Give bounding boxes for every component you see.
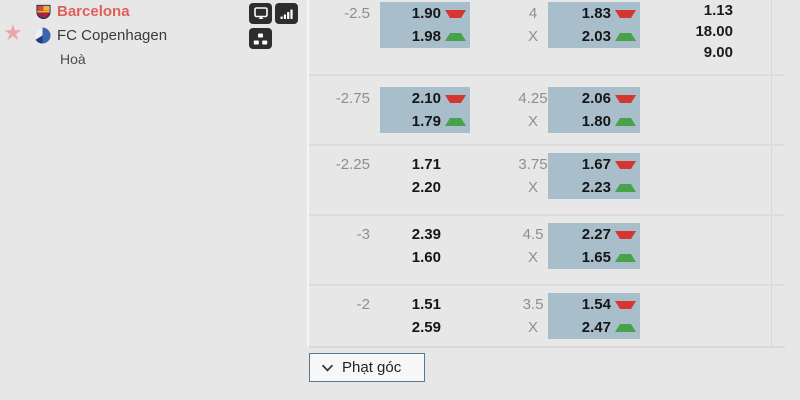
handicap-under-odds: 1.98: [411, 28, 441, 45]
handicap-odds-cell[interactable]: 1.51 2.59: [380, 293, 470, 339]
handicap-under-odds: 2.59: [411, 319, 441, 336]
row-separator: [309, 284, 785, 286]
match-panel: ★ Barcelona FC Copenhagen Hoà: [0, 0, 308, 400]
monitor-icon: [253, 7, 268, 19]
trend-arrow-icon: [615, 323, 636, 332]
total-line-column: 4.5 X: [505, 223, 561, 269]
total-over-odds: 2.27: [581, 226, 611, 243]
trend-arrow-icon: [445, 117, 466, 126]
corner-kicks-button[interactable]: Phạt góc: [309, 353, 425, 382]
total-over-odds: 1.54: [581, 296, 611, 313]
x-label: X: [527, 249, 538, 266]
handicap-line-label: -2: [356, 296, 370, 313]
handicap-odds-cell[interactable]: 2.10 1.79: [380, 87, 470, 133]
total-line-label: 4.25: [518, 90, 548, 107]
total-line-label: 4: [528, 5, 538, 22]
row-separator: [309, 144, 785, 146]
sitemap-icon: [253, 33, 268, 44]
odds-row: -2 1.51 2.59 3.5 X 1.54 2.47: [309, 285, 785, 346]
total-line-column: 4 X: [505, 2, 561, 48]
signal-bars-icon: [280, 9, 293, 19]
total-odds-cell[interactable]: 1.67 2.23: [548, 153, 640, 199]
handicap-over-odds: 1.71: [411, 156, 441, 173]
x-label: X: [527, 179, 538, 196]
draw-label: Hoà: [60, 51, 86, 67]
odds-row: -3 2.39 1.60 4.5 X 2.27 1.65: [309, 215, 785, 284]
total-over-odds: 1.67: [581, 156, 611, 173]
trend-arrow-icon: [615, 9, 636, 18]
handicap-under-odds: 2.20: [411, 179, 441, 196]
total-over-odds: 1.83: [581, 5, 611, 22]
trend-arrow-icon: [445, 94, 466, 103]
trend-arrow-icon: [445, 32, 466, 41]
total-under-odds: 2.23: [581, 179, 611, 196]
handicap-odds-cell[interactable]: 1.90 1.98: [380, 2, 470, 48]
total-under-odds: 1.80: [581, 113, 611, 130]
panel-divider: [307, 0, 309, 347]
trend-arrow-icon: [615, 183, 636, 192]
trend-arrow-icon: [615, 253, 636, 262]
away-odds: 18.00: [695, 23, 733, 40]
total-under-odds: 2.47: [581, 319, 611, 336]
trend-arrow-icon: [615, 32, 636, 41]
home-team-name: Barcelona: [57, 3, 130, 20]
home-odds: 1.13: [703, 2, 733, 19]
total-under-odds: 2.03: [581, 28, 611, 45]
row-separator: [309, 214, 785, 216]
barcelona-logo: [35, 3, 52, 20]
favorite-star-icon[interactable]: ★: [3, 20, 23, 45]
total-line-label: 3.75: [518, 156, 548, 173]
draw-odds: 9.00: [703, 44, 733, 61]
live-tracker-button[interactable]: [249, 3, 272, 24]
handicap-line-label: -2.5: [344, 5, 370, 22]
total-line-label: 3.5: [522, 296, 544, 313]
handicap-odds-cell[interactable]: 2.39 1.60: [380, 223, 470, 269]
row-separator: [309, 74, 785, 76]
trend-arrow-icon: [615, 160, 636, 169]
odds-table: -2.5 1.90 1.98 4 X 1.83 2.03: [309, 0, 785, 348]
trend-arrow-icon: [615, 117, 636, 126]
match-odds-1x2: 1.13 18.00 9.00: [650, 0, 733, 63]
handicap-line-label: -2.75: [335, 90, 370, 107]
x-label: X: [527, 319, 538, 336]
handicap-over-odds: 2.10: [411, 90, 441, 107]
lineup-button[interactable]: [249, 28, 272, 49]
column-divider: [771, 0, 772, 346]
handicap-line-label: -3: [356, 226, 370, 243]
trend-arrow-icon: [615, 94, 636, 103]
chevron-down-icon: [321, 364, 334, 372]
total-odds-cell[interactable]: 2.27 1.65: [548, 223, 640, 269]
total-over-odds: 2.06: [581, 90, 611, 107]
odds-row: -2.75 2.10 1.79 4.25 X 2.06 1.80: [309, 75, 785, 144]
total-line-column: 4.25 X: [505, 87, 561, 133]
stats-button[interactable]: [275, 3, 298, 24]
fc-copenhagen-logo: [34, 27, 51, 44]
handicap-under-odds: 1.60: [411, 249, 441, 266]
handicap-over-odds: 2.39: [411, 226, 441, 243]
handicap-under-odds: 1.79: [411, 113, 441, 130]
x-label: X: [527, 113, 538, 130]
total-odds-cell[interactable]: 1.54 2.47: [548, 293, 640, 339]
total-line-column: 3.75 X: [505, 153, 561, 199]
x-label: X: [527, 28, 538, 45]
handicap-over-odds: 1.90: [411, 5, 441, 22]
total-line-label: 4.5: [522, 226, 544, 243]
trend-arrow-icon: [615, 230, 636, 239]
corner-kicks-label: Phạt góc: [342, 359, 402, 376]
away-team-name: FC Copenhagen: [57, 27, 168, 44]
odds-row: -2.25 1.71 2.20 3.75 X 1.67 2.23: [309, 145, 785, 214]
trend-arrow-icon: [615, 300, 636, 309]
total-line-column: 3.5 X: [505, 293, 561, 339]
odds-row: -2.5 1.90 1.98 4 X 1.83 2.03: [309, 0, 785, 74]
total-under-odds: 1.65: [581, 249, 611, 266]
handicap-over-odds: 1.51: [411, 296, 441, 313]
handicap-line-label: -2.25: [335, 156, 370, 173]
total-odds-cell[interactable]: 2.06 1.80: [548, 87, 640, 133]
table-bottom-separator: [309, 346, 785, 348]
total-odds-cell[interactable]: 1.83 2.03: [548, 2, 640, 48]
trend-arrow-icon: [445, 9, 466, 18]
handicap-odds-cell[interactable]: 1.71 2.20: [380, 153, 470, 199]
